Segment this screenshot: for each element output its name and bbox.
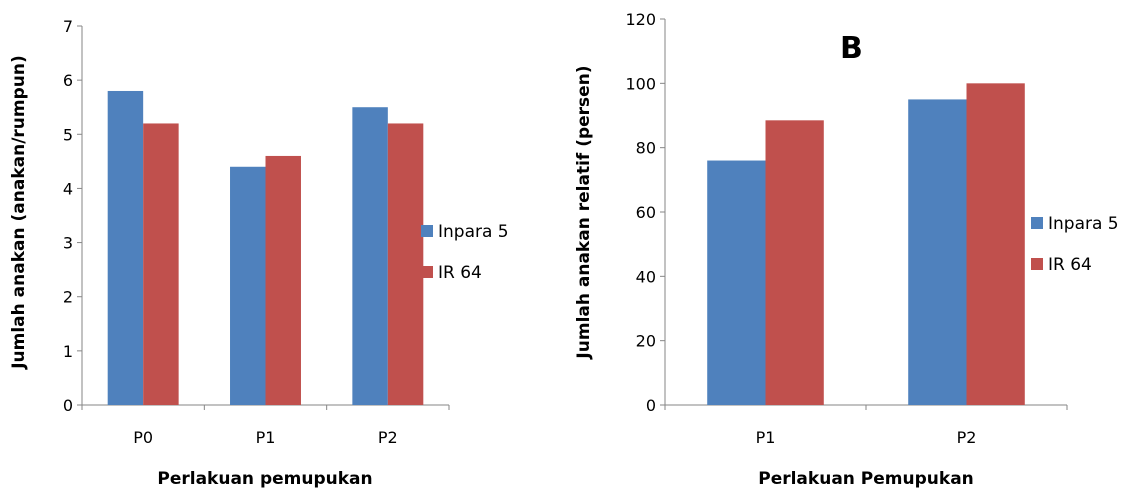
y-tick-label: 2 <box>63 288 73 307</box>
legend-swatch-ir64-a <box>421 266 433 278</box>
plot-area-b: 0 20 40 60 80 100 120 P1 P2 <box>625 10 1068 447</box>
bar-ir64-p1 <box>265 155 301 405</box>
legend-swatch-ir64-b <box>1031 258 1043 270</box>
bar-inpara5-p1 <box>707 160 766 405</box>
bar-inpara5-p2 <box>908 99 967 406</box>
bar-inpara5-p1 <box>230 166 266 405</box>
y-tick-label: 100 <box>625 74 656 93</box>
legend-swatch-inpara5-a <box>421 225 433 237</box>
x-axis-title-b: Perlakuan Pemupukan <box>758 469 974 489</box>
y-tick-label: 0 <box>63 396 73 415</box>
legend-label-inpara5-b: Inpara 5 <box>1048 214 1119 234</box>
y-tick-label: 60 <box>636 203 656 222</box>
bar-ir64-p0 <box>143 123 179 405</box>
x-tick-label: P2 <box>378 428 398 447</box>
bar-ir64-p2 <box>966 83 1025 405</box>
chart-panel-b: Jumlah anakan relatif (persen) Perlakuan… <box>574 10 1119 489</box>
bar-ir64-p2 <box>387 123 424 405</box>
bar-inpara5-p0 <box>107 90 144 405</box>
x-tick-label: P2 <box>957 428 977 447</box>
y-tick-label: 120 <box>625 10 656 29</box>
legend-a: Inpara 5 IR 64 <box>421 222 509 283</box>
y-tick-label: 20 <box>636 332 656 351</box>
x-axis-title-a: Perlakuan pemupukan <box>157 469 372 489</box>
bar-inpara5-p2 <box>352 107 388 405</box>
x-tick-label: P1 <box>256 428 276 447</box>
y-tick-label: 6 <box>63 71 73 90</box>
x-tick-label: P1 <box>756 428 776 447</box>
chart-panel-a: Jumlah anakan (anakan/rumpun) Perlakuan … <box>9 17 509 489</box>
plot-area-a: 0 1 2 3 4 5 6 7 P0 P1 P2 <box>63 17 450 447</box>
legend-label-ir64-b: IR 64 <box>1048 255 1092 275</box>
y-tick-label: 40 <box>636 267 656 286</box>
bar-ir64-p1 <box>765 120 824 405</box>
y-tick-label: 0 <box>646 396 656 415</box>
panel-label-b: B <box>840 31 863 66</box>
legend-b: Inpara 5 IR 64 <box>1031 214 1119 275</box>
legend-label-ir64-a: IR 64 <box>438 263 482 283</box>
y-axis-title-b: Jumlah anakan relatif (persen) <box>574 65 594 359</box>
y-tick-label: 5 <box>63 125 73 144</box>
y-tick-label: 3 <box>63 234 73 253</box>
y-tick-label: 7 <box>63 17 73 36</box>
y-axis-title-a: Jumlah anakan (anakan/rumpun) <box>9 55 29 370</box>
y-tick-label: 4 <box>63 179 73 198</box>
legend-swatch-inpara5-b <box>1031 217 1043 229</box>
legend-label-inpara5-a: Inpara 5 <box>438 222 509 242</box>
y-tick-label: 1 <box>63 342 73 361</box>
x-tick-label: P0 <box>133 428 153 447</box>
y-tick-label: 80 <box>636 139 656 158</box>
